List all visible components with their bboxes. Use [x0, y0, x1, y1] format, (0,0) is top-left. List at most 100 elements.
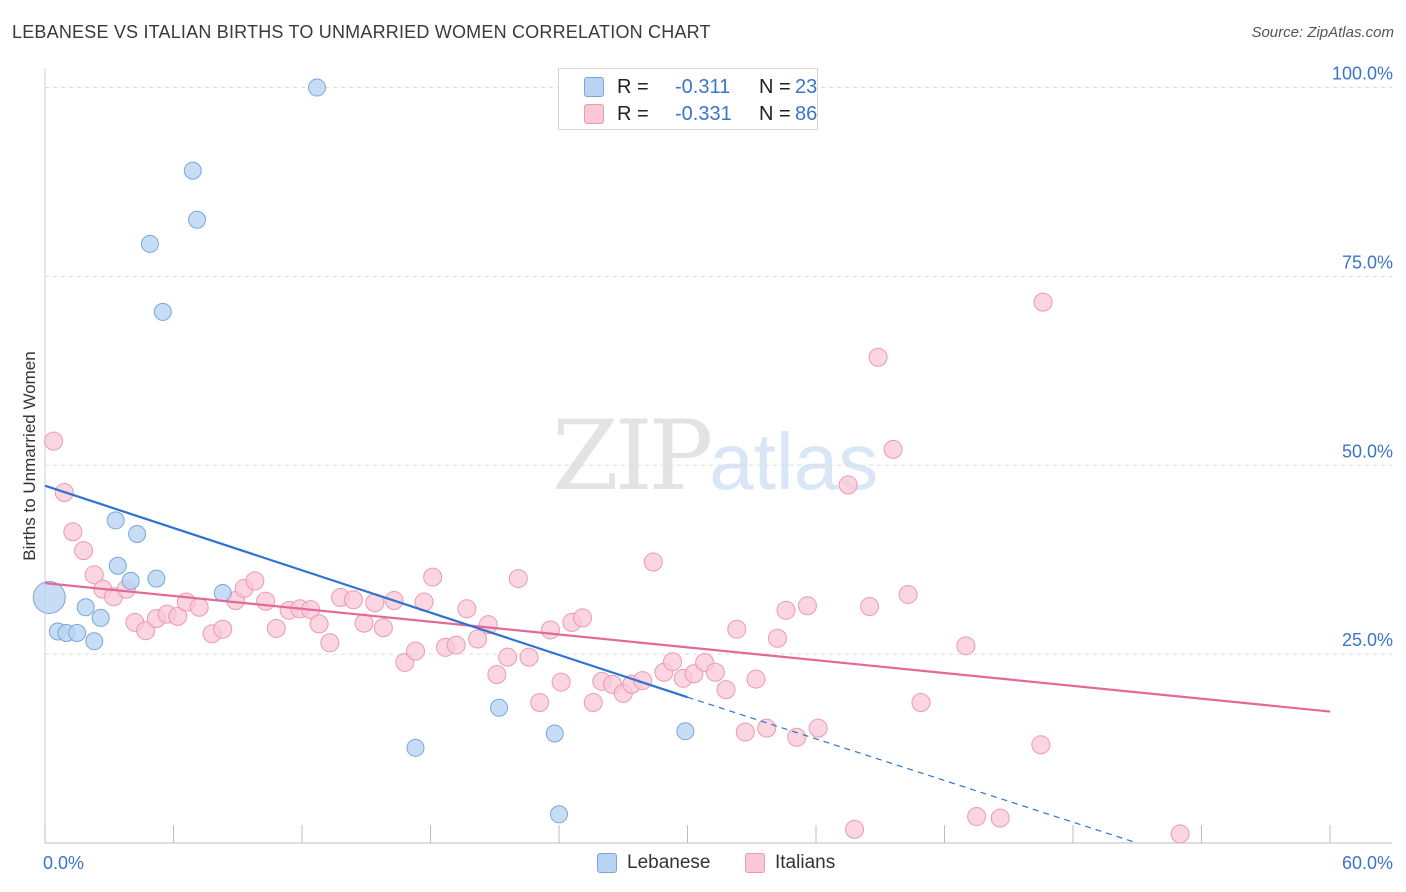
x-tick-label-min: 0.0% [43, 853, 84, 873]
italians-point [860, 597, 880, 617]
lebanese-point [106, 511, 125, 530]
italians-point [838, 475, 858, 495]
italians-point [583, 692, 603, 712]
italians-point [643, 552, 663, 572]
italians-point [354, 613, 374, 633]
italians-point [446, 635, 466, 655]
chart-title: LEBANESE VS ITALIAN BIRTHS TO UNMARRIED … [12, 22, 711, 42]
italians-point [84, 565, 104, 585]
italians-point [757, 718, 777, 738]
italians-point [1031, 735, 1051, 755]
grid-layer [45, 87, 1392, 655]
lebanese-point [85, 632, 104, 651]
italians-swatch [584, 104, 604, 124]
lebanese-point [68, 623, 87, 642]
lebanese-point [676, 722, 695, 741]
trend-lines [44, 484, 1331, 844]
italians-point [868, 347, 888, 367]
italians-point [663, 652, 683, 672]
italians-legend-swatch [745, 853, 765, 873]
italians-point [883, 439, 903, 459]
italians-point [320, 633, 340, 653]
legend-n-value: 86 [795, 102, 818, 125]
lebanese-point [188, 210, 207, 229]
stats-legend: R = -0.311 N = 23 R = -0.331 N = 86 [558, 68, 818, 130]
lebanese-point [490, 698, 509, 717]
italians-point [245, 571, 265, 591]
italians-point [343, 590, 363, 610]
italians-point [423, 567, 443, 587]
italians-point [457, 599, 477, 619]
italians-point [767, 628, 787, 648]
lebanese-point [128, 525, 147, 544]
lebanese-point [108, 556, 127, 575]
italians-point [1170, 824, 1190, 844]
y-tick-label: 100.0% [1332, 64, 1393, 84]
italians-point [746, 669, 766, 689]
lebanese-point [76, 598, 95, 617]
bottom-legend-lebanese: Lebanese [597, 852, 710, 874]
italians-point [551, 672, 571, 692]
lebanese-point [32, 580, 66, 614]
legend-r-label: R = [617, 102, 649, 125]
italians-point [256, 591, 276, 611]
source-label: Source: ZipAtlas.com [1251, 24, 1394, 41]
bottom-legend-italians: Italians [745, 852, 835, 874]
italians-point [540, 620, 560, 640]
italians-point [1033, 292, 1053, 312]
italians-point [498, 647, 518, 667]
italians-point [213, 619, 233, 639]
lebanese-legend-label: Lebanese [627, 852, 711, 873]
lebanese-legend-swatch [597, 853, 617, 873]
lebanese-point [213, 583, 232, 602]
lebanese-trend-line [44, 484, 688, 699]
tick-labels: 25.0% 50.0% 75.0% 100.0% 0.0% 60.0% [43, 64, 1393, 873]
italians-point [136, 621, 156, 641]
lebanese-point [406, 738, 425, 757]
italians-series [44, 292, 1190, 844]
y-tick-label: 50.0% [1342, 441, 1393, 461]
italians-point [705, 662, 725, 682]
legend-r-label: R = [617, 75, 649, 98]
italians-point [508, 569, 528, 589]
italians-point [74, 541, 94, 561]
legend-r-value: -0.311 [675, 75, 731, 98]
italians-point [956, 636, 976, 656]
italians-legend-label: Italians [775, 852, 836, 873]
lebanese-series [32, 78, 695, 824]
italians-point [309, 614, 329, 634]
lebanese-point [550, 805, 568, 824]
italians-point [776, 600, 796, 620]
lebanese-trend-extension [687, 696, 1138, 844]
italians-point [487, 665, 507, 685]
italians-point [990, 808, 1010, 828]
italians-point [797, 596, 817, 616]
y-axis-label: Births to Unmarried Women [20, 351, 39, 561]
italians-point [189, 597, 209, 617]
italians-point [63, 522, 83, 542]
lebanese-point [545, 724, 564, 743]
lebanese-point [91, 608, 110, 627]
y-tick-label: 75.0% [1342, 252, 1393, 272]
lebanese-point [153, 302, 172, 321]
lebanese-swatch [584, 77, 604, 97]
italians-point [967, 807, 987, 827]
italians-point [44, 431, 64, 451]
italians-point [406, 641, 426, 661]
italians-point [727, 619, 747, 639]
legend-n-value: 23 [795, 75, 818, 98]
italians-point [519, 647, 539, 667]
legend-r-value: -0.331 [675, 102, 732, 125]
lebanese-point [183, 161, 202, 180]
italians-point [468, 629, 488, 649]
italians-trend-line [44, 582, 1331, 713]
lebanese-point [140, 234, 159, 253]
x-tick-label-max: 60.0% [1342, 853, 1393, 873]
italians-point [716, 680, 736, 700]
italians-point [808, 718, 828, 738]
axis-layer [44, 68, 1392, 844]
italians-point [168, 606, 188, 626]
italians-point [573, 608, 593, 628]
italians-point [530, 692, 550, 712]
